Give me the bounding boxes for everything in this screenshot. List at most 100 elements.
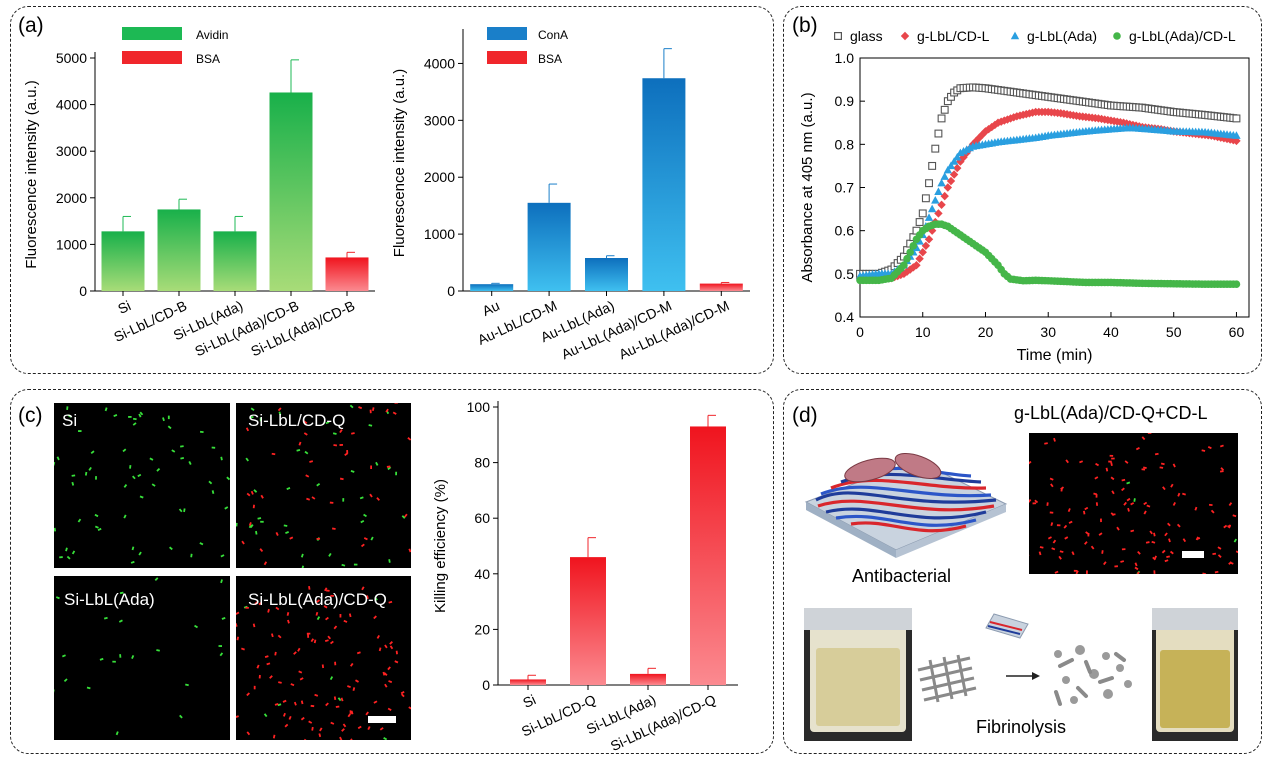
bacterium-dot: [373, 700, 378, 704]
bacterium-dot: [373, 615, 377, 620]
bacterium-dot: [290, 683, 295, 687]
bacterium-dot: [1147, 433, 1152, 434]
bacterium-dot: [258, 674, 261, 679]
bacterium-dot: [308, 586, 311, 590]
bacterium-dot: [1064, 536, 1069, 540]
bacterium-dot: [274, 651, 277, 656]
bacterium-dot: [376, 497, 380, 501]
bacterium-dot: [1228, 502, 1233, 507]
data-point: [925, 179, 933, 188]
y-tick-label: 0.6: [835, 223, 855, 239]
bacterium-dot: [332, 432, 337, 435]
panel-c: [10, 389, 774, 754]
y-tick-label: 20: [474, 621, 490, 637]
bacterium-dot: [66, 406, 69, 410]
bacterium-dot: [255, 530, 258, 535]
bacterium-dot: [71, 550, 76, 555]
bar: [630, 673, 666, 685]
bacterium-dot: [342, 498, 345, 502]
bacterium-dot: [252, 623, 256, 628]
bacterium-dot: [1146, 504, 1151, 508]
y-tick-label: 1000: [56, 236, 87, 252]
bacterium-dot: [1168, 538, 1171, 543]
antibacterial-illustration: [804, 453, 1008, 558]
data-point: [934, 209, 943, 218]
bacterium-dot: [283, 524, 288, 527]
bacterium-dot: [1124, 460, 1129, 464]
bacterium-dot: [1121, 487, 1125, 492]
data-point: [953, 152, 962, 161]
y-tick-label: 0: [79, 283, 87, 299]
bacterium-dot: [256, 664, 260, 669]
bacterium-dot: [344, 452, 349, 456]
bacterium-dot: [1232, 514, 1237, 518]
bacterium-dot: [341, 563, 346, 567]
antibacterial-label: Antibacterial: [852, 566, 952, 586]
data-point: [909, 241, 918, 250]
data-point: [1232, 280, 1241, 288]
data-point: [909, 263, 918, 272]
bacterium-dot: [388, 559, 391, 563]
bacterium-dot: [313, 639, 317, 644]
bacterium-dot: [1182, 538, 1187, 543]
bacterium-dot: [289, 536, 294, 540]
bacterium-dot: [388, 680, 393, 684]
bacterium-dot: [1056, 524, 1061, 527]
bacterium-dot: [1052, 539, 1057, 544]
panel-label-b: (b): [792, 14, 818, 37]
bacterium-dot: [306, 497, 311, 501]
scale-bar: [368, 716, 396, 723]
bacterium-dot: [369, 409, 372, 414]
y-tick-label: 0.4: [835, 309, 855, 325]
bacterium-dot: [271, 633, 274, 638]
bacterium-dot: [1095, 462, 1100, 467]
bacterium-dot: [368, 424, 373, 427]
bacterium-dot: [88, 466, 92, 471]
bacterium-dot: [122, 448, 127, 453]
bacterium-dot: [271, 452, 276, 456]
y-tick-label: 4000: [56, 97, 87, 113]
bacterium-dot: [299, 677, 304, 681]
bacterium-dot: [67, 414, 72, 418]
micrograph-si-lbl-ada-cd-q: Si-LbL(Ada)/CD-Q: [236, 576, 411, 740]
bacterium-dot: [1126, 497, 1131, 502]
data-point: [949, 170, 959, 179]
data-point: [934, 187, 943, 196]
bacterium-dot: [1135, 447, 1140, 451]
x-tick-label: Si: [115, 297, 133, 317]
bacterium-dot: [383, 672, 388, 676]
bacterium-dot: [311, 496, 316, 500]
bar: [213, 231, 257, 291]
bacterium-dot: [348, 613, 352, 618]
bacterium-dot: [324, 639, 329, 643]
bacterium-dot: [1095, 502, 1099, 506]
bacterium-dot: [1094, 476, 1099, 480]
stain-dots: [54, 577, 226, 736]
bacterium-dot: [132, 475, 136, 480]
micrograph-si-lbl-ada: Si-LbL(Ada): [54, 576, 230, 740]
bar: [101, 231, 145, 291]
bacterium-dot: [1110, 462, 1113, 467]
bacterium-dot: [113, 414, 118, 418]
bacterium-dot: [1137, 550, 1141, 555]
bacterium-dot: [1047, 536, 1052, 540]
y-tick-label: 0: [482, 677, 490, 693]
bacterium-dot: [115, 731, 119, 736]
bacterium-dot: [333, 696, 337, 701]
data-point: [934, 129, 943, 138]
x-axis-title: Time (min): [1017, 347, 1093, 364]
bar: [527, 202, 571, 291]
bacterium-dot: [1068, 520, 1073, 524]
bacterium-dot: [1130, 502, 1135, 506]
data-point: [949, 157, 959, 165]
bar: [325, 257, 369, 291]
bacterium-dot: [1116, 526, 1120, 531]
bacterium-dot: [298, 670, 303, 674]
bacterium-dot: [1127, 507, 1130, 512]
bacterium-dot: [394, 403, 399, 404]
bacterium-dot: [302, 738, 307, 740]
bacterium-dot: [1217, 546, 1222, 550]
bacterium-dot: [325, 421, 330, 425]
bacterium-dot: [327, 635, 331, 640]
bacterium-dot: [59, 556, 63, 559]
